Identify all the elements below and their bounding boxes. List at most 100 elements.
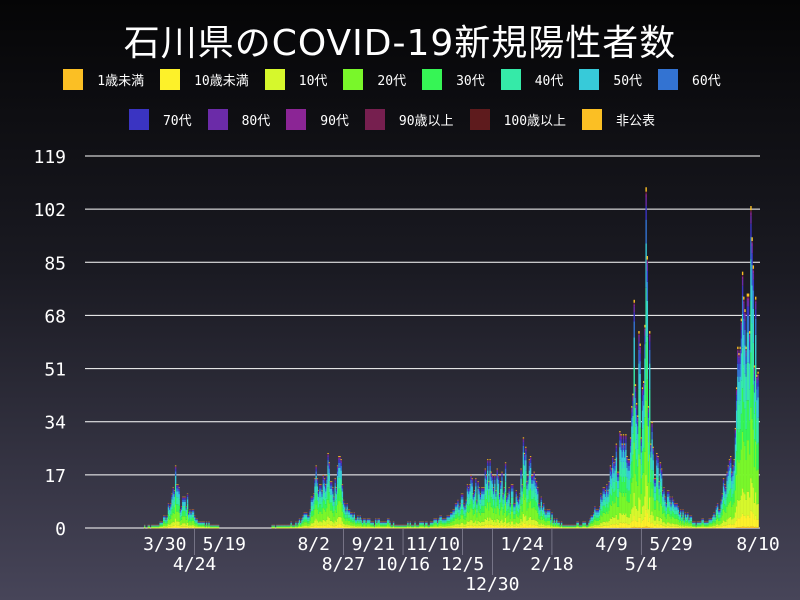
- bar-segment: [596, 526, 598, 528]
- bar-segment: [391, 526, 394, 528]
- bar-segment: [497, 525, 500, 528]
- bar-segment: [202, 527, 204, 528]
- bar-segment: [446, 521, 448, 524]
- bar-segment: [347, 526, 350, 528]
- bar-segment: [333, 501, 335, 506]
- bar-segment: [529, 516, 532, 525]
- x-tick-label: 5/19: [203, 534, 246, 555]
- bar-segment: [184, 501, 186, 506]
- bar-segment: [294, 526, 296, 527]
- legend-swatch: [469, 109, 490, 130]
- bar-segment: [575, 526, 577, 527]
- bar-segment: [537, 487, 539, 488]
- bar-segment: [311, 501, 314, 506]
- bar-segment: [321, 492, 323, 495]
- bar-segment: [591, 521, 594, 524]
- bar-segment: [398, 525, 401, 527]
- bar-segment: [385, 525, 388, 528]
- bar-segment: [438, 526, 440, 528]
- bar-segment: [310, 498, 313, 500]
- bar-segment: [425, 524, 427, 526]
- legend-item: 100歳以上: [469, 109, 566, 130]
- bar-segment: [489, 461, 491, 464]
- bar-segment: [551, 513, 553, 515]
- bar-segment: [345, 526, 347, 528]
- bar-segment: [527, 483, 529, 491]
- bar-segment: [603, 491, 606, 495]
- bar-segment: [596, 511, 598, 513]
- bar-segment: [489, 465, 491, 471]
- bar-segment: [526, 481, 528, 482]
- bar-segment: [514, 510, 516, 515]
- bar-segment: [508, 491, 510, 495]
- bar-segment: [461, 522, 464, 527]
- bar-segment: [196, 520, 198, 522]
- bar-segment: [602, 512, 604, 522]
- bar-segment: [579, 526, 582, 528]
- bar-segment: [601, 526, 603, 528]
- bar-segment: [160, 523, 163, 525]
- bar-segment: [519, 522, 521, 527]
- bar-segment: [340, 524, 342, 528]
- bar-segment: [584, 527, 587, 528]
- bar-segment: [316, 480, 319, 483]
- bar-segment: [442, 520, 445, 522]
- bar-segment: [360, 526, 363, 528]
- bar-segment: [577, 524, 579, 526]
- bar-segment: [451, 513, 453, 514]
- bar-segment: [456, 518, 458, 525]
- bar-segment: [502, 495, 504, 497]
- bar-segment: [301, 522, 303, 525]
- bar-segment: [298, 524, 301, 527]
- bar-segment: [506, 516, 508, 524]
- bar-segment: [164, 527, 166, 528]
- bar-segment: [164, 516, 166, 518]
- bar-segment: [161, 525, 164, 528]
- bar-segment: [504, 503, 507, 518]
- bar-segment: [431, 527, 433, 528]
- bar-segment: [321, 496, 323, 502]
- chart-title: 石川県のCOVID-19新規陽性者数: [123, 23, 677, 64]
- bar-segment: [616, 488, 619, 498]
- bar-segment: [358, 520, 360, 522]
- bar-segment: [173, 494, 176, 497]
- bar-segment: [178, 488, 180, 490]
- bar-segment: [475, 500, 477, 510]
- bar-segment: [350, 516, 352, 520]
- bar-segment: [488, 494, 490, 503]
- bar-segment: [495, 494, 497, 497]
- bar-segment: [345, 525, 347, 527]
- bar-segment: [595, 517, 597, 521]
- bar-segment: [556, 519, 558, 521]
- bar-segment: [532, 474, 534, 476]
- bar-segment: [508, 487, 510, 488]
- bar-segment: [376, 527, 378, 528]
- bar-segment: [335, 489, 338, 492]
- bar-segment: [186, 495, 189, 497]
- legend-label: 10代: [298, 74, 328, 89]
- bar-segment: [587, 525, 589, 527]
- bar-segment: [313, 515, 315, 523]
- bar-segment: [583, 524, 585, 526]
- bar-segment: [347, 517, 350, 521]
- bar-segment: [330, 510, 333, 521]
- bar-segment: [519, 494, 521, 496]
- bar-segment: [579, 526, 582, 527]
- bar-segment: [326, 490, 328, 500]
- bar-segment: [519, 503, 521, 510]
- legend-label: 90代: [320, 114, 349, 129]
- bar-segment: [342, 526, 345, 528]
- bar-segment: [557, 527, 559, 528]
- bar-segment: [589, 519, 591, 521]
- bar-segment: [410, 525, 413, 527]
- bar-segment: [585, 525, 588, 527]
- bar-segment: [467, 512, 470, 522]
- bar-segment: [558, 525, 560, 528]
- bar-segment: [465, 512, 467, 518]
- bar-segment: [484, 469, 487, 471]
- bar-segment: [329, 482, 332, 484]
- bar-segment: [388, 521, 390, 523]
- bar-segment: [616, 497, 619, 507]
- bar-segment: [319, 484, 321, 485]
- bar-segment: [464, 519, 466, 525]
